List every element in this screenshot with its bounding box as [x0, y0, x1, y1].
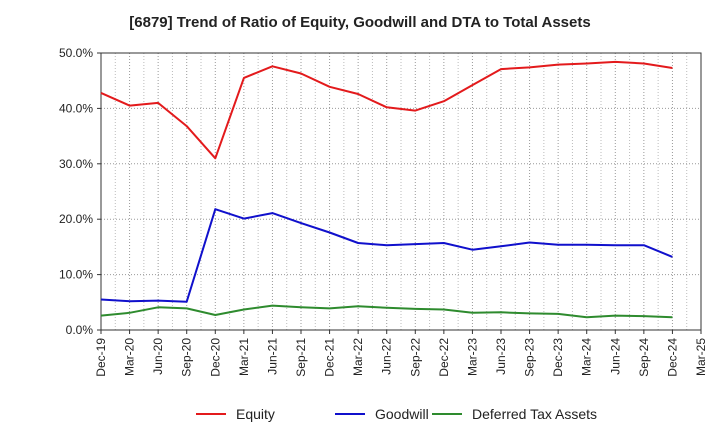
chart-title: [6879] Trend of Ratio of Equity, Goodwil…	[129, 14, 591, 31]
x-tick-label: Jun-24	[608, 338, 622, 375]
x-tick-label: Jun-20	[151, 338, 165, 375]
y-tick-label: 30.0%	[59, 157, 93, 171]
x-tick-label: Sep-21	[294, 338, 308, 377]
x-tick-label: Mar-20	[123, 338, 137, 376]
y-tick-label: 10.0%	[59, 268, 93, 282]
y-axis: 0.0% 10.0% 20.0% 30.0% 40.0% 50.0%	[59, 46, 101, 337]
x-axis: Dec-19 Mar-20 Jun-20 Sep-20 Dec-20 Mar-21 Jun-…	[94, 330, 708, 377]
x-tick-label: Jun-22	[380, 338, 394, 375]
legend-label: Goodwill	[375, 406, 429, 422]
x-tick-label: Jun-21	[265, 338, 279, 375]
legend-label: Equity	[236, 406, 275, 422]
x-tick-label: Dec-21	[323, 338, 337, 377]
series-line-equity	[100, 60, 673, 160]
y-tick-label: 40.0%	[59, 101, 93, 115]
y-tick-label: 20.0%	[59, 212, 93, 226]
legend-label: Deferred Tax Assets	[472, 406, 597, 422]
y-tick-label: 0.0%	[66, 323, 94, 337]
x-tick-label: Sep-23	[523, 338, 537, 377]
x-tick-label: Sep-20	[180, 338, 194, 377]
x-tick-label: Mar-23	[465, 338, 479, 376]
x-tick-label: Sep-22	[408, 338, 422, 377]
x-tick-label: Sep-24	[637, 338, 651, 377]
x-tick-label: Dec-20	[208, 338, 222, 377]
x-tick-label: Dec-19	[94, 338, 108, 377]
series-line-goodwill	[100, 208, 673, 303]
series-group	[100, 60, 673, 319]
series-line-deferred-tax-assets	[100, 304, 673, 319]
x-tick-label: Dec-22	[437, 338, 451, 377]
x-tick-label: Mar-22	[351, 338, 365, 376]
x-tick-label: Mar-25	[694, 338, 708, 376]
legend: Equity Goodwill Deferred Tax Assets	[196, 406, 597, 422]
x-tick-label: Mar-24	[580, 338, 594, 376]
x-tick-label: Mar-21	[237, 338, 251, 376]
x-tick-label: Dec-23	[551, 338, 565, 377]
x-tick-label: Dec-24	[665, 338, 679, 377]
x-tick-label: Jun-23	[494, 338, 508, 375]
plot-frame	[100, 52, 702, 331]
y-tick-label: 50.0%	[59, 46, 93, 60]
